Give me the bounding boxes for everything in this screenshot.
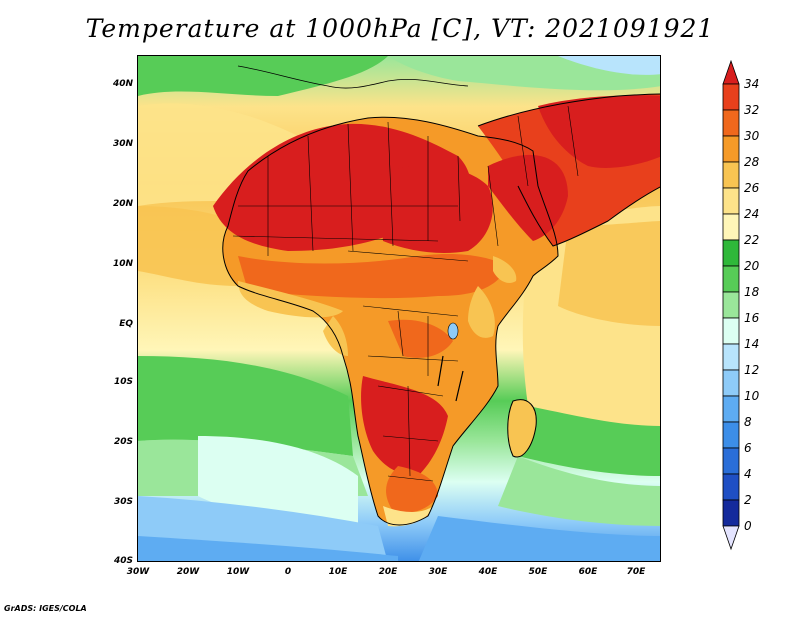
colorbar-box: [722, 239, 740, 267]
lat-label-40n: 40N: [112, 79, 133, 89]
colorbar-label-6: 6: [744, 441, 752, 455]
colorbar-box: [722, 135, 740, 163]
colorbar-box: [722, 473, 740, 501]
colorbar-label-16: 16: [744, 311, 760, 325]
lat-label-10n: 10N: [112, 259, 133, 269]
lon-label-70e: 70E: [626, 567, 646, 577]
colorbar-box: [722, 187, 740, 215]
temperature-map: [137, 55, 661, 562]
lon-label-10e: 10E: [328, 567, 348, 577]
colorbar-label-8: 8: [744, 415, 752, 429]
lon-label-60e: 60E: [578, 567, 598, 577]
lat-label-30s: 30S: [113, 497, 133, 507]
lat-label-20n: 20N: [112, 199, 133, 209]
country-borders: [232, 105, 579, 482]
colorbar-label-10: 10: [744, 389, 760, 403]
lon-label-20w: 20W: [176, 567, 200, 577]
colorbar-box: [722, 109, 740, 137]
madagascar: [507, 399, 537, 458]
lon-label-20e: 20E: [378, 567, 398, 577]
lon-label-40e: 40E: [478, 567, 498, 577]
colorbar-top-triangle: [722, 60, 740, 85]
colorbar-label-14: 14: [744, 337, 760, 351]
colorbar-box: [722, 343, 740, 371]
colorbar-label-20: 20: [744, 259, 760, 273]
colorbar-box: [722, 421, 740, 449]
colorbar-label-12: 12: [744, 363, 760, 377]
colorbar-box: [722, 447, 740, 475]
colorbar-label-24: 24: [744, 207, 760, 221]
lon-label-30w: 30W: [126, 567, 150, 577]
colorbar-box: [722, 265, 740, 293]
colorbar-box: [722, 317, 740, 345]
map-title: Temperature at 1000hPa [C], VT: 20210919…: [85, 14, 715, 43]
lon-label-30e: 30E: [428, 567, 448, 577]
lon-label-50e: 50E: [528, 567, 548, 577]
colorbar-label-18: 18: [744, 285, 760, 299]
lat-label-10s: 10S: [113, 377, 133, 387]
lon-label-0: 0: [284, 567, 292, 577]
lat-label-30n: 30N: [112, 139, 133, 149]
colorbar-label-30: 30: [744, 129, 760, 143]
colorbar-box: [722, 161, 740, 189]
colorbar-box: [722, 369, 740, 397]
colorbar-box: [722, 213, 740, 241]
colorbar-label-34: 34: [744, 77, 760, 91]
colorbar-label-2: 2: [744, 493, 752, 507]
credit-label: GrADS: IGES/COLA: [4, 604, 87, 613]
colorbar: [722, 60, 740, 551]
lon-label-10w: 10W: [226, 567, 250, 577]
lat-label-eq: EQ: [119, 319, 133, 329]
colorbar-label-0: 0: [744, 519, 752, 533]
colorbar-label-32: 32: [744, 103, 760, 117]
colorbar-box: [722, 83, 740, 111]
lat-label-40s: 40S: [113, 556, 133, 566]
colorbar-box: [722, 499, 740, 527]
colorbar-label-4: 4: [744, 467, 752, 481]
colorbar-bottom-triangle: [722, 525, 740, 551]
colorbar-label-28: 28: [744, 155, 760, 169]
colorbar-label-26: 26: [744, 181, 760, 195]
colorbar-box: [722, 291, 740, 319]
lat-label-20s: 20S: [113, 437, 133, 447]
colorbar-label-22: 22: [744, 233, 760, 247]
colorbar-box: [722, 395, 740, 423]
